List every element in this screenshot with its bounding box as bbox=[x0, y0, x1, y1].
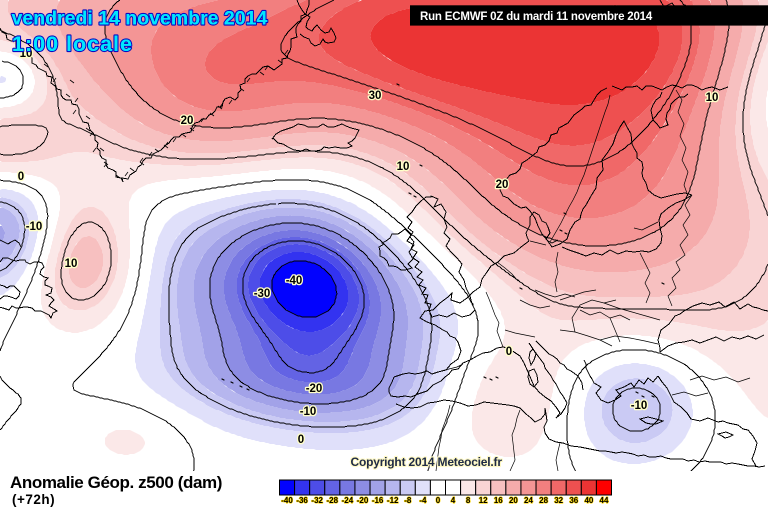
svg-text:Run ECMWF 0Z du mardi 11 novem: Run ECMWF 0Z du mardi 11 novembre 2014 bbox=[420, 11, 653, 23]
svg-text:1:00 locale: 1:00 locale bbox=[12, 32, 133, 56]
svg-text:28: 28 bbox=[539, 496, 548, 505]
svg-text:(+72h): (+72h) bbox=[12, 492, 55, 507]
svg-text:0: 0 bbox=[298, 434, 304, 446]
svg-text:0: 0 bbox=[506, 346, 512, 358]
svg-text:-10: -10 bbox=[300, 406, 317, 418]
svg-text:20: 20 bbox=[496, 179, 509, 191]
svg-text:32: 32 bbox=[554, 496, 563, 505]
svg-text:10: 10 bbox=[706, 92, 719, 104]
svg-text:24: 24 bbox=[524, 496, 533, 505]
svg-text:4: 4 bbox=[451, 496, 456, 505]
svg-text:10: 10 bbox=[65, 258, 78, 270]
svg-text:20: 20 bbox=[181, 115, 194, 127]
svg-text:vendredi 14 novembre 2014: vendredi 14 novembre 2014 bbox=[12, 8, 268, 30]
svg-text:40: 40 bbox=[584, 496, 593, 505]
svg-text:-32: -32 bbox=[311, 496, 323, 505]
svg-text:16: 16 bbox=[494, 496, 503, 505]
svg-text:36: 36 bbox=[569, 496, 578, 505]
svg-text:-10: -10 bbox=[26, 221, 43, 233]
svg-text:-12: -12 bbox=[387, 496, 399, 505]
svg-text:20: 20 bbox=[509, 496, 518, 505]
svg-text:-10: -10 bbox=[631, 400, 648, 412]
svg-text:8: 8 bbox=[466, 496, 471, 505]
svg-text:vendredi 14 novembre 2014: vendredi 14 novembre 2014 bbox=[12, 8, 268, 30]
svg-text:-30: -30 bbox=[254, 288, 271, 300]
svg-text:-40: -40 bbox=[286, 275, 303, 287]
svg-text:-20: -20 bbox=[357, 496, 369, 505]
svg-text:10: 10 bbox=[20, 48, 33, 60]
svg-text:1:00 locale: 1:00 locale bbox=[12, 32, 133, 56]
svg-text:-40: -40 bbox=[281, 496, 293, 505]
svg-text:-4: -4 bbox=[419, 496, 427, 505]
svg-text:-16: -16 bbox=[372, 496, 384, 505]
svg-text:44: 44 bbox=[600, 496, 609, 505]
svg-text:30: 30 bbox=[369, 90, 382, 102]
svg-text:10: 10 bbox=[397, 161, 410, 173]
svg-text:0: 0 bbox=[436, 496, 441, 505]
svg-text:-8: -8 bbox=[404, 496, 412, 505]
svg-text:12: 12 bbox=[479, 496, 488, 505]
svg-text:-20: -20 bbox=[306, 383, 323, 395]
svg-text:0: 0 bbox=[18, 171, 24, 183]
svg-text:-24: -24 bbox=[342, 496, 354, 505]
svg-text:-36: -36 bbox=[296, 496, 308, 505]
svg-text:Anomalie Géop. z500 (dam): Anomalie Géop. z500 (dam) bbox=[10, 473, 222, 492]
svg-text:-28: -28 bbox=[327, 496, 339, 505]
svg-text:Copyright 2014 Meteociel.fr: Copyright 2014 Meteociel.fr bbox=[351, 455, 503, 469]
